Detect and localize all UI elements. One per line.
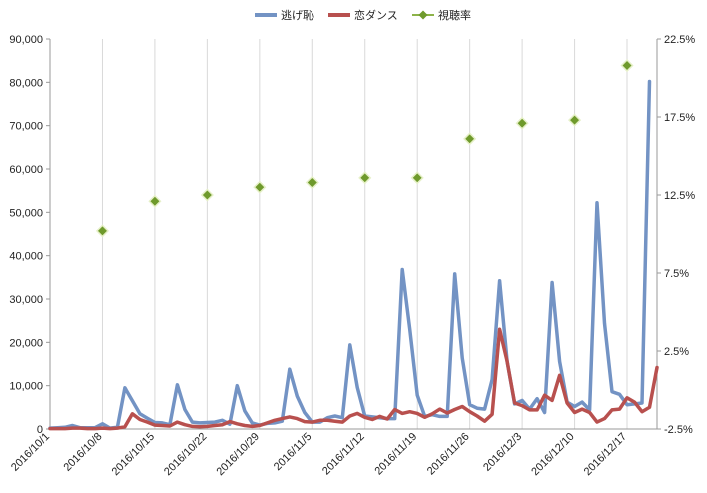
left-tick-label: 40,000 <box>9 251 43 263</box>
left-tick-label: 80,000 <box>9 77 43 89</box>
right-tick-label: 7.5% <box>664 268 689 280</box>
x-tick-label: 2016/10/29 <box>215 431 262 478</box>
x-tick-label: 2016/10/22 <box>162 431 209 478</box>
axes <box>46 38 661 430</box>
legend-label: 恋ダンス <box>354 8 398 22</box>
gridlines <box>49 39 628 429</box>
left-tick-label: 30,000 <box>9 294 43 306</box>
x-tick-label: 2016/11/19 <box>372 431 419 478</box>
left-tick-label: 90,000 <box>9 34 43 46</box>
x-tick-label: 2016/11/5 <box>272 431 315 474</box>
rating-point <box>463 132 477 146</box>
rating-point <box>200 188 214 202</box>
right-tick-label: 22.5% <box>664 34 695 46</box>
rating-point <box>95 224 110 238</box>
tick-labels: 0 10,000 20,000 30,000 40,000 50,000 60,000 70,… <box>9 34 695 478</box>
x-tick-label: 2016/10/8 <box>61 431 104 474</box>
legend-diamond-icon <box>418 10 428 20</box>
series-left-line <box>48 327 659 431</box>
series-left-line <box>48 79 652 430</box>
left-tick-label: 60,000 <box>9 164 43 176</box>
legend: 逃げ恥 恋ダンス 視聴率 <box>255 8 471 22</box>
right-tick-label: -2.5% <box>664 424 693 436</box>
rating-point <box>253 180 267 194</box>
x-tick-label: 2016/12/3 <box>481 431 524 474</box>
left-tick-label: 50,000 <box>9 207 43 219</box>
x-tick-label: 2016/11/26 <box>425 431 472 478</box>
left-tick-label: 20,000 <box>9 337 43 349</box>
left-tick-label: 0 <box>37 424 43 436</box>
right-tick-label: 2.5% <box>664 346 689 358</box>
x-tick-label: 2016/10/1 <box>9 431 52 474</box>
x-tick-label: 2016/12/10 <box>529 431 576 478</box>
right-tick-label: 17.5% <box>664 112 695 124</box>
rating-point <box>410 171 424 185</box>
x-tick-label: 2016/11/12 <box>320 431 367 478</box>
rating-point <box>358 171 372 185</box>
rating-point <box>568 113 582 127</box>
rating-point <box>148 194 162 208</box>
legend-label: 逃げ恥 <box>281 9 314 22</box>
left-tick-label: 10,000 <box>9 381 43 393</box>
legend-label: 視聴率 <box>438 8 471 22</box>
x-tick-label: 2016/12/17 <box>582 431 629 478</box>
series-layer <box>48 58 659 431</box>
x-tick-label: 2016/10/15 <box>110 431 157 478</box>
left-tick-label: 70,000 <box>9 121 43 133</box>
rating-point <box>620 58 634 73</box>
right-tick-label: 12.5% <box>664 190 695 202</box>
rating-point <box>515 116 529 130</box>
rating-point <box>305 175 319 190</box>
